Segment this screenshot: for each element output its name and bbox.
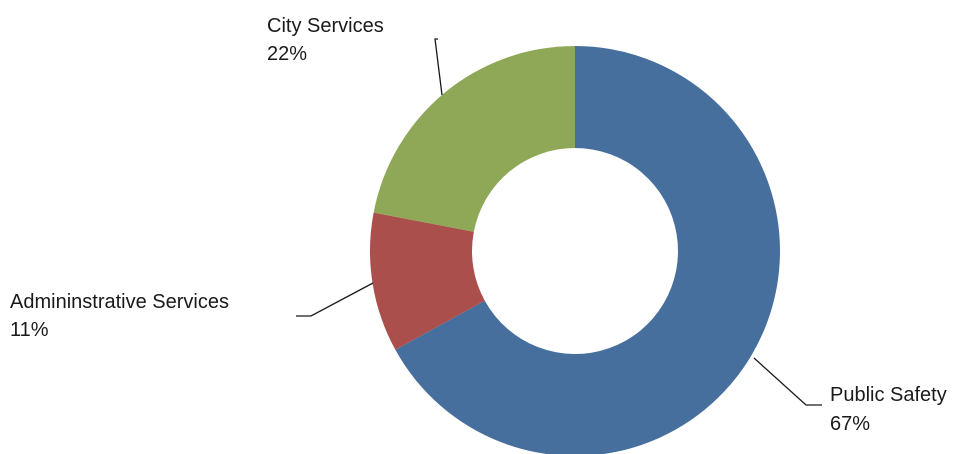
leader-line-administrative-services — [296, 282, 374, 317]
leader-line-city-services — [434, 38, 443, 96]
slice-public-safety — [395, 46, 780, 454]
slice-label-value-administrative-services: 11% — [10, 319, 49, 341]
donut-slices — [369, 46, 780, 454]
leader-line-public-safety — [753, 357, 822, 406]
slice-label-name-public-safety: Public Safety — [830, 384, 947, 406]
slice-label-value-city-services: 22% — [267, 43, 307, 65]
slice-label-name-city-services: City Services — [267, 15, 384, 37]
slice-admininstrative-services — [369, 212, 485, 350]
slice-label-value-public-safety: 67% — [830, 413, 870, 435]
slice-city-services — [373, 46, 575, 232]
slice-label-name-administrative-services: Admininstrative Services — [10, 291, 229, 313]
leader-lines — [296, 38, 822, 406]
